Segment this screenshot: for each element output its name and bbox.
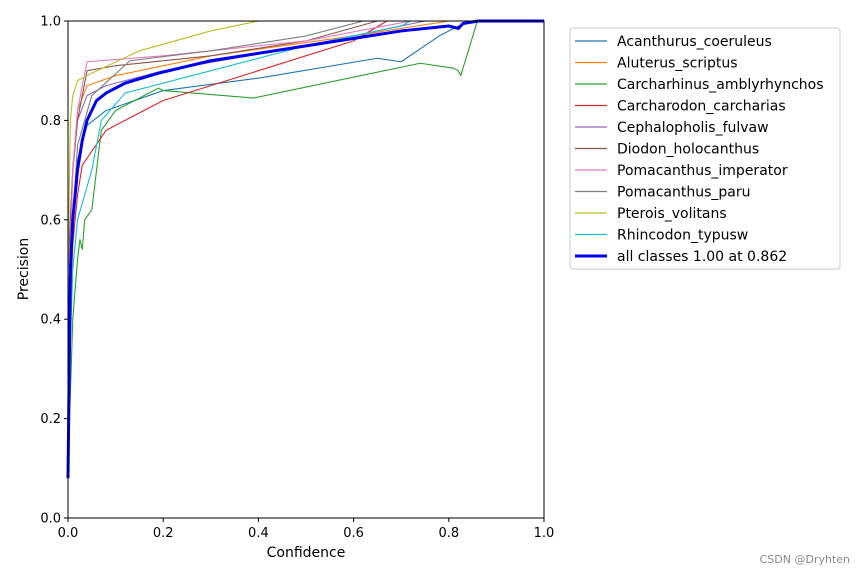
x-tick-label: 0.8 [438,526,459,541]
plot-lines [66,19,544,479]
series-line-4 [67,20,544,270]
series-line-9 [67,20,544,419]
series-line-0 [67,20,544,369]
legend-label-10: all classes 1.00 at 0.862 [617,249,787,265]
legend-label-2: Carcharhinus_amblyrhynchos [617,77,824,93]
legend-label-9: Rhincodon_typusw [617,228,748,244]
series-line-2 [67,20,544,469]
series-line-8 [67,20,544,270]
y-axis-ticks: 0.0 0.2 0.4 0.6 0.8 1.0 [40,15,68,527]
y-axis-label: Precision [16,238,32,300]
x-tick-label: 0.0 [58,526,79,541]
series-line-1 [67,20,544,320]
axes-frame [67,20,545,519]
y-tick-label: 0.8 [40,114,61,129]
x-tick-label: 0.6 [343,526,364,541]
legend-label-1: Aluterus_scriptus [617,56,738,72]
legend-label-4: Cephalopholis_fulvaw [617,120,769,136]
series-line-3 [67,20,544,369]
legend-box [569,27,841,270]
legend-label-3: Carcharodon_carcharias [617,99,786,115]
x-axis-label: Confidence [267,545,346,561]
x-tick-label: 0.4 [248,526,269,541]
y-tick-label: 0.6 [40,213,61,228]
x-tick-label: 1.0 [534,526,555,541]
watermark: CSDN @Dryhten [759,553,850,566]
legend: Acanthurus_coeruleus Aluterus_scriptus Car… [569,27,841,270]
legend-label-0: Acanthurus_coeruleus [617,34,772,50]
y-tick-label: 0.0 [40,512,61,527]
series-line-10 [66,19,544,479]
y-tick-label: 0.4 [40,313,61,328]
legend-label-5: Diodon_holocanthus [617,142,759,158]
series-line-5 [67,20,544,270]
legend-items: Acanthurus_coeruleus Aluterus_scriptus Car… [575,34,824,265]
legend-label-7: Pomacanthus_paru [617,185,751,201]
series-line-6 [67,20,544,320]
legend-label-6: Pomacanthus_imperator [617,163,788,179]
legend-label-8: Pterois_volitans [617,206,727,222]
x-tick-label: 0.2 [153,526,174,541]
x-axis-ticks: 0.0 0.2 0.4 0.6 0.8 1.0 [58,518,555,541]
series-line-7 [67,20,544,369]
y-tick-label: 0.2 [40,412,61,427]
y-tick-label: 1.0 [40,15,61,30]
